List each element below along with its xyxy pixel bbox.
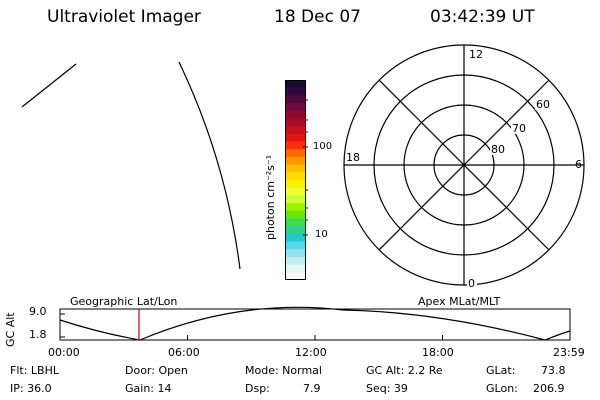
colorbar-band: [285, 172, 306, 181]
timeline-xtick-1200: 12:00: [295, 346, 327, 359]
status-door: Door: Open: [125, 364, 188, 377]
status-glat-label: GLat:: [486, 364, 516, 377]
colorbar-band: [285, 272, 306, 280]
colorbar-band: [285, 133, 306, 143]
colorbar-band: [285, 218, 306, 227]
lat-label-60: 60: [536, 98, 550, 111]
colorbar-band: [285, 87, 306, 96]
colorbar-band: [285, 156, 306, 166]
colorbar-band: [285, 110, 306, 120]
colorbar-ticks: [303, 99, 308, 236]
status-dsp-value: 7.9: [303, 382, 321, 395]
colorbar-band: [285, 118, 306, 127]
colorbar-band: [285, 203, 306, 212]
status-glat-value: 73.8: [541, 364, 566, 377]
mlt-label-6: 6: [575, 158, 582, 171]
colorbar-tick-10: 10: [315, 229, 328, 240]
colorbar-band: [285, 103, 306, 112]
status-gc-alt: GC Alt: 2.2 Re: [366, 364, 443, 377]
timeline-xtick-1800: 18:00: [422, 346, 454, 359]
status-gain: Gain: 14: [125, 382, 172, 395]
instrument-title: Ultraviolet Imager: [47, 7, 201, 27]
timeline-left-label: Geographic Lat/Lon: [70, 295, 178, 308]
colorbar-band: [285, 126, 306, 135]
colorbar: [285, 80, 306, 280]
colorbar-band: [285, 149, 306, 158]
colorbar-band: [285, 226, 306, 235]
timeline-plot: [59, 306, 571, 341]
colorbar-band: [285, 256, 306, 266]
colorbar-band: [285, 180, 306, 189]
colorbar-band: [285, 249, 306, 258]
polar-diagonal-2: [378, 79, 550, 251]
colorbar-band: [285, 80, 306, 89]
colorbar-band: [285, 95, 306, 104]
colorbar-band: [285, 241, 306, 250]
mlt-label-18: 18: [346, 151, 360, 164]
altitude-curve: [59, 306, 571, 341]
colorbar-band: [285, 187, 306, 196]
status-glon-label: GLon:: [486, 382, 518, 395]
status-dsp-label: Dsp:: [245, 382, 270, 395]
image-panel: [21, 61, 241, 270]
polar-plot: 12 0 18 6 60 70 80: [343, 44, 585, 290]
mlt-label-12: 12: [469, 48, 483, 61]
timeline-xtick-2359: 23:59: [553, 346, 585, 359]
status-flt: Flt: LBHL: [10, 364, 59, 377]
date-label: 18 Dec 07: [274, 7, 361, 27]
lat-label-70: 70: [512, 122, 526, 135]
status-ip: IP: 36.0: [10, 382, 52, 395]
colorbar-band: [285, 210, 306, 220]
colorbar-band: [285, 264, 306, 273]
colorbar-band: [285, 141, 306, 150]
timeline-xtick-0000: 00:00: [48, 346, 80, 359]
timeline-ytick-1-8: 1.8: [29, 328, 47, 341]
time-label: 03:42:39 UT: [430, 7, 535, 27]
lat-label-80: 80: [491, 143, 505, 156]
coastline-segment: [21, 63, 77, 108]
status-glon-value: 206.9: [533, 382, 565, 395]
mlt-label-0: 0: [468, 277, 475, 290]
colorbar-band: [285, 164, 306, 173]
status-seq: Seq: 39: [366, 382, 408, 395]
timeline-ytick-9: 9.0: [29, 305, 47, 318]
colorbar-tick-100: 100: [313, 141, 333, 152]
timeline-right-label: Apex MLat/MLT: [418, 295, 501, 308]
limb-arc: [178, 61, 241, 270]
timeline-xtick-0600: 06:00: [168, 346, 200, 359]
colorbar-band: [285, 233, 306, 243]
status-mode: Mode: Normal: [245, 364, 322, 377]
colorbar-band: [285, 195, 306, 204]
colorbar-unit-label: photon cm⁻²s⁻¹: [264, 154, 277, 240]
